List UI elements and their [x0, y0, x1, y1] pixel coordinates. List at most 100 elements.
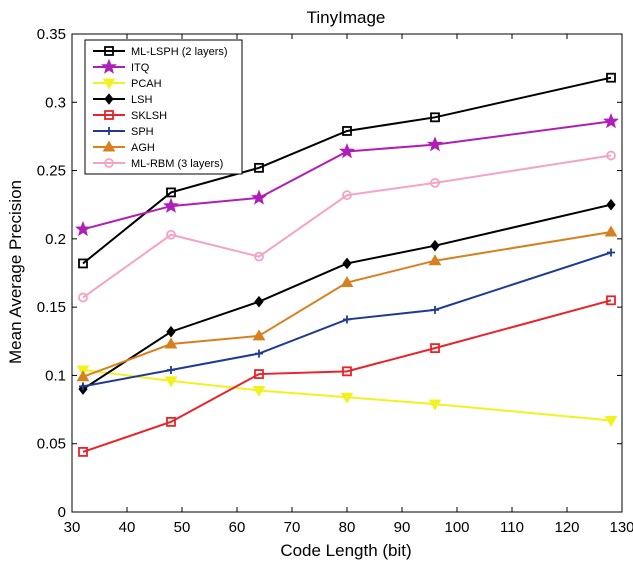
series-8 [78, 150, 616, 303]
data-point [430, 177, 440, 188]
legend-marker [102, 140, 116, 152]
data-point [78, 258, 88, 269]
series-7 [76, 225, 618, 382]
data-point [430, 239, 440, 252]
data-point [342, 190, 352, 201]
data-point [252, 329, 266, 341]
legend-item: LSH [93, 93, 152, 106]
series-2 [75, 113, 619, 237]
y-axis: 0 0.05 0.1 0.15 0.2 0.25 0.3 0.35 [37, 26, 622, 521]
x-axis: 30 40 50 60 70 80 90 100 110 120 130 [64, 34, 633, 536]
data-point [254, 295, 264, 308]
data-point [430, 343, 440, 354]
data-point [166, 187, 176, 198]
legend: ML-LSPH (2 layers) ITQ PCAH LSH SKLSH SPH AGH M… [84, 39, 243, 175]
legend-marker [104, 158, 114, 168]
data-point [167, 365, 175, 374]
x-tick-label: 40 [119, 519, 136, 536]
series-line [82, 299, 612, 453]
data-point [428, 399, 442, 411]
data-point [431, 305, 439, 314]
data-point [78, 292, 88, 303]
data-point [342, 257, 352, 270]
legend-label: SPH [131, 126, 154, 138]
series-line [82, 251, 612, 388]
series-line [82, 203, 612, 390]
series-line [82, 154, 612, 299]
x-tick-label: 90 [394, 519, 411, 536]
legend-marker [102, 78, 116, 90]
data-point [254, 251, 264, 262]
legend-item: ML-LSPH (2 layers) [93, 46, 228, 58]
data-point [254, 369, 264, 379]
legend-box [84, 39, 243, 175]
series-6 [79, 248, 615, 391]
data-point [339, 143, 355, 159]
data-point [78, 447, 88, 457]
legend-marker [104, 110, 114, 120]
data-point [603, 113, 619, 129]
series-line [82, 368, 612, 422]
data-point [343, 315, 351, 324]
legend-label: PCAH [131, 78, 162, 90]
legend-label: LSH [131, 94, 152, 106]
data-point [164, 376, 178, 388]
data-point [164, 337, 178, 349]
legend-item: PCAH [93, 78, 162, 90]
data-point [166, 229, 176, 240]
legend-item: SPH [93, 126, 154, 138]
y-tick-label: 0.3 [45, 94, 66, 111]
x-tick-label: 120 [554, 519, 579, 536]
x-tick-label: 100 [444, 519, 469, 536]
data-point [427, 136, 443, 152]
chart-title: TinyImage [307, 8, 386, 27]
legend-label: ML-RBM (3 layers) [131, 158, 223, 170]
x-tick-label: 110 [500, 519, 524, 536]
x-tick-label: 70 [284, 519, 301, 536]
data-point [76, 370, 90, 382]
legend-label: SKLSH [131, 110, 167, 122]
series-5 [78, 295, 616, 457]
x-axis-title: Code Length (bit) [280, 541, 411, 560]
legend-label: ML-LSPH (2 layers) [131, 46, 228, 58]
series-line [82, 76, 612, 265]
data-point [606, 150, 616, 161]
data-point [166, 325, 176, 338]
data-point [255, 349, 263, 358]
x-tick-label: 30 [64, 519, 81, 536]
y-tick-label: 0.2 [45, 231, 66, 248]
data-point [79, 382, 87, 391]
legend-marker [101, 58, 117, 74]
series-line [82, 120, 612, 231]
legend-label: ITQ [131, 62, 150, 74]
y-tick-label: 0.1 [45, 367, 66, 384]
data-point [428, 254, 442, 266]
x-tick-label: 80 [339, 519, 356, 536]
legend-item: ITQ [93, 58, 150, 74]
data-point [342, 126, 352, 136]
data-point [254, 162, 264, 173]
data-point [166, 416, 176, 427]
data-point [163, 197, 179, 213]
series-layer [75, 72, 619, 457]
data-point [607, 248, 615, 257]
data-point [606, 198, 616, 211]
legend-marker [104, 93, 114, 105]
y-axis-title: Mean Average Precision [6, 180, 25, 364]
data-point [75, 220, 91, 237]
data-point [606, 295, 616, 306]
data-point [252, 385, 266, 397]
y-tick-label: 0.05 [37, 436, 66, 453]
data-point [604, 225, 618, 237]
series-line [82, 231, 612, 378]
legend-item: AGH [93, 140, 155, 154]
legend-item: ML-RBM (3 layers) [93, 158, 223, 170]
data-point [604, 415, 618, 427]
data-point [606, 72, 616, 83]
x-tick-label: 60 [229, 519, 246, 536]
x-tick-label: 50 [174, 519, 191, 536]
y-tick-label: 0.25 [37, 163, 66, 180]
series-4 [78, 198, 616, 395]
data-point [340, 276, 354, 288]
